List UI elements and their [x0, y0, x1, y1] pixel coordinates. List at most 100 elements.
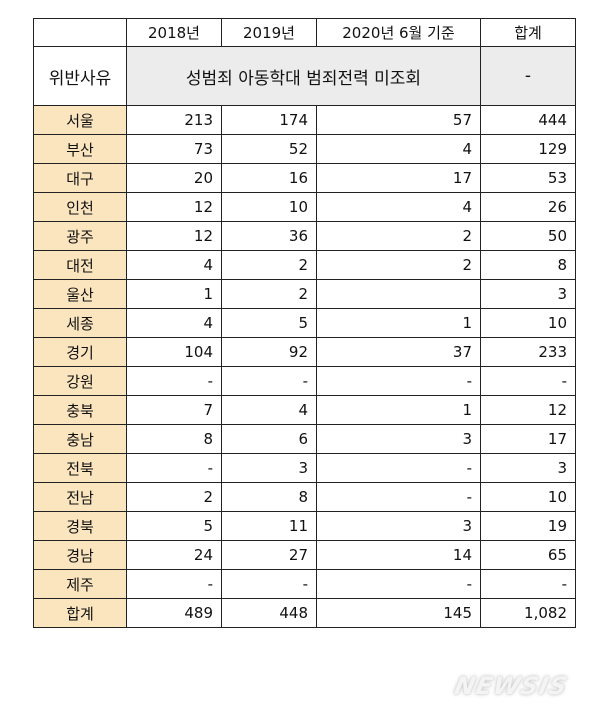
region-cell: 충북 [33, 395, 127, 425]
total-label: 합계 [33, 598, 127, 628]
value-2020: 2 [316, 221, 481, 251]
region-cell: 전남 [33, 482, 127, 512]
table-row: 서울 213 174 57 444 [33, 105, 576, 135]
value-2018: 4 [126, 308, 222, 338]
value-2018: 213 [126, 105, 222, 135]
region-cell: 부산 [33, 134, 127, 164]
value-total: - [480, 569, 576, 599]
value-2018: 2 [126, 482, 222, 512]
value-2019: 52 [221, 134, 317, 164]
value-2018: 5 [126, 511, 222, 541]
table-row: 제주 - - - - [33, 569, 576, 599]
table-row: 전북 - 3 - 3 [33, 453, 576, 483]
value-2020: 4 [316, 134, 481, 164]
value-2020: 3 [316, 511, 481, 541]
header-2018: 2018년 [126, 18, 222, 47]
value-2020: - [316, 569, 481, 599]
table-row: 광주 12 36 2 50 [33, 221, 576, 251]
table-row: 부산 73 52 4 129 [33, 134, 576, 164]
value-2018: 20 [126, 163, 222, 193]
value-2018: - [126, 453, 222, 483]
value-2020: 3 [316, 424, 481, 454]
value-2019: - [221, 366, 317, 396]
header-2020: 2020년 6월 기준 [316, 18, 481, 47]
value-2018: 12 [126, 221, 222, 251]
value-2019: 11 [221, 511, 317, 541]
table-row: 충북 7 4 1 12 [33, 395, 576, 425]
value-2019: 92 [221, 337, 317, 367]
value-2019: 2 [221, 279, 317, 309]
value-total: 8 [480, 250, 576, 280]
value-2020: - [316, 366, 481, 396]
value-total: 53 [480, 163, 576, 193]
value-2020: 4 [316, 192, 481, 222]
value-2019: 27 [221, 540, 317, 570]
total-2019: 448 [221, 598, 317, 628]
region-cell: 제주 [33, 569, 127, 599]
value-2019: 6 [221, 424, 317, 454]
region-cell: 서울 [33, 105, 127, 135]
value-2019: 8 [221, 482, 317, 512]
value-2020: 17 [316, 163, 481, 193]
region-cell: 경기 [33, 337, 127, 367]
reason-total: - [480, 46, 576, 106]
value-total: 129 [480, 134, 576, 164]
header-2019: 2019년 [221, 18, 317, 47]
region-cell: 인천 [33, 192, 127, 222]
violations-by-region-table: 2018년 2019년 2020년 6월 기준 합계 위반사유 성범죄 아동학대… [33, 18, 576, 628]
value-2019: 16 [221, 163, 317, 193]
value-2019: 174 [221, 105, 317, 135]
value-2020: 2 [316, 250, 481, 280]
table-row: 대전 4 2 2 8 [33, 250, 576, 280]
total-2020: 145 [316, 598, 481, 628]
value-2019: - [221, 569, 317, 599]
table-row: 울산 1 2 3 [33, 279, 576, 309]
value-total: 50 [480, 221, 576, 251]
region-cell: 광주 [33, 221, 127, 251]
region-cell: 대구 [33, 163, 127, 193]
header-total: 합계 [480, 18, 576, 47]
value-2020: 1 [316, 308, 481, 338]
value-2019: 3 [221, 453, 317, 483]
value-total: - [480, 366, 576, 396]
region-cell: 충남 [33, 424, 127, 454]
region-cell: 경북 [33, 511, 127, 541]
value-2018: 12 [126, 192, 222, 222]
value-2019: 4 [221, 395, 317, 425]
table-row: 경남 24 27 14 65 [33, 540, 576, 570]
value-total: 3 [480, 453, 576, 483]
reason-value: 성범죄 아동학대 범죄전력 미조회 [126, 46, 481, 106]
value-2018: 104 [126, 337, 222, 367]
value-2018: 4 [126, 250, 222, 280]
region-cell: 전북 [33, 453, 127, 483]
table-row: 강원 - - - - [33, 366, 576, 396]
newsis-watermark-logo: NEWSIS [452, 672, 571, 700]
value-2019: 2 [221, 250, 317, 280]
value-2020: - [316, 453, 481, 483]
value-2019: 5 [221, 308, 317, 338]
value-2020: - [316, 482, 481, 512]
value-total: 12 [480, 395, 576, 425]
table-row: 전남 2 8 - 10 [33, 482, 576, 512]
table-row: 경북 5 11 3 19 [33, 511, 576, 541]
value-total: 3 [480, 279, 576, 309]
region-cell: 대전 [33, 250, 127, 280]
value-2018: 24 [126, 540, 222, 570]
value-2018: - [126, 366, 222, 396]
table-row: 인천 12 10 4 26 [33, 192, 576, 222]
value-2020: 57 [316, 105, 481, 135]
value-2020: 14 [316, 540, 481, 570]
value-2019: 36 [221, 221, 317, 251]
value-total: 233 [480, 337, 576, 367]
grand-total: 1,082 [480, 598, 576, 628]
table-row: 경기 104 92 37 233 [33, 337, 576, 367]
region-cell: 강원 [33, 366, 127, 396]
value-total: 444 [480, 105, 576, 135]
table-row: 세종 4 5 1 10 [33, 308, 576, 338]
header-row: 2018년 2019년 2020년 6월 기준 합계 [33, 18, 576, 47]
region-cell: 세종 [33, 308, 127, 338]
region-cell: 울산 [33, 279, 127, 309]
value-total: 10 [480, 482, 576, 512]
value-2018: 1 [126, 279, 222, 309]
total-2018: 489 [126, 598, 222, 628]
